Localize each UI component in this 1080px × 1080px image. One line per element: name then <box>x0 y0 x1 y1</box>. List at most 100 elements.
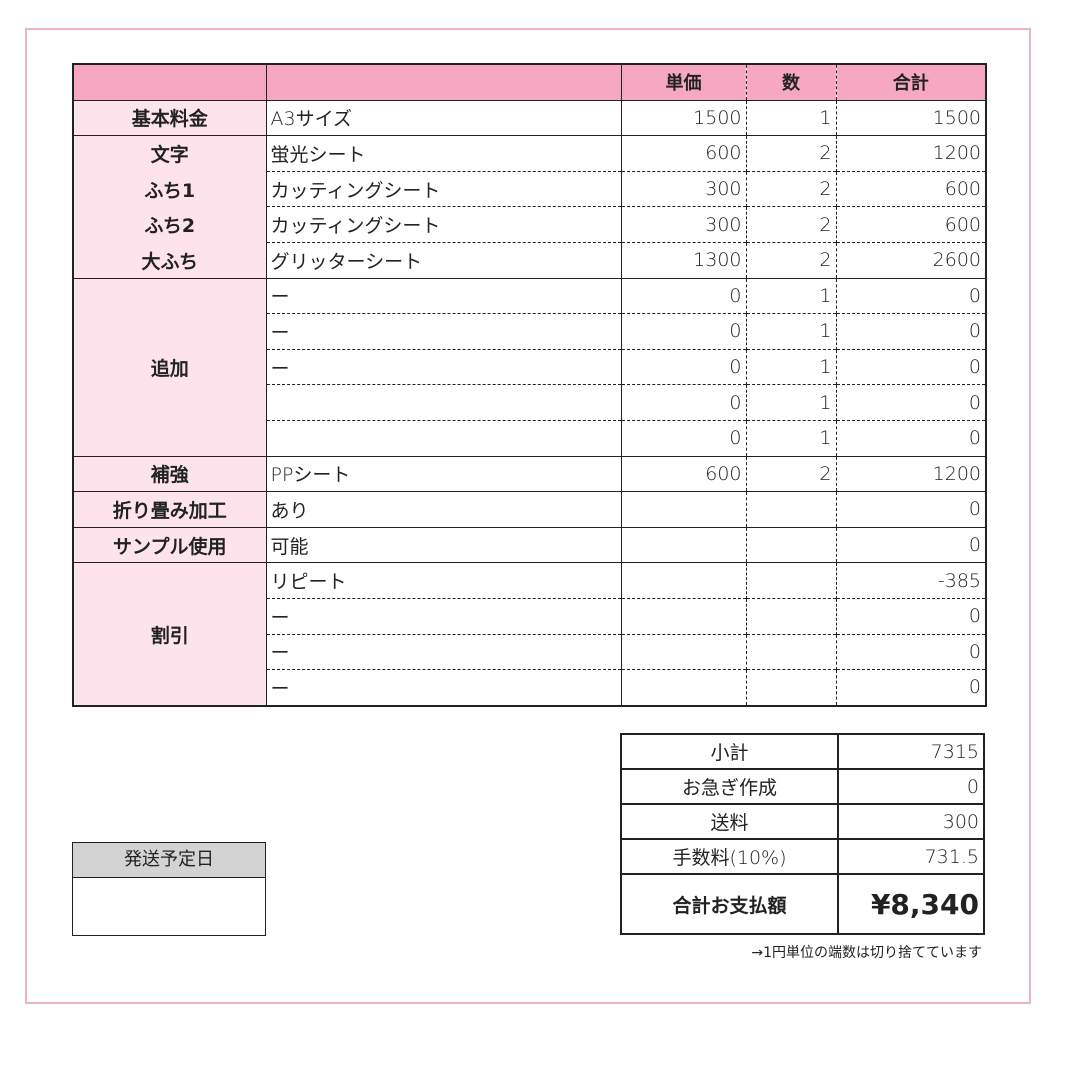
quantity: 1 <box>746 419 837 457</box>
table-row: 追加ー 0 1 0 <box>72 277 987 457</box>
item-description: リピート <box>266 562 622 599</box>
quantity <box>746 597 837 634</box>
summary-label: 小計 <box>620 733 839 770</box>
header-price: 単価 <box>621 62 747 101</box>
summary-label: 送料 <box>620 803 839 840</box>
quantity: 2 <box>746 135 837 172</box>
category-label: サンプル使用 <box>72 526 267 563</box>
table-header: 単価 数 合計 <box>72 62 987 101</box>
unit-price <box>621 491 747 528</box>
category-label: 大ふち <box>72 242 267 279</box>
summary-row: 手数料(10%) 731.5 <box>620 838 985 875</box>
quantity <box>746 633 837 670</box>
category-label: ふち1 <box>72 171 267 207</box>
summary-value: 0 <box>837 768 985 805</box>
unit-price: 0 <box>621 348 747 385</box>
line-total: 0 <box>836 597 987 634</box>
header-description <box>266 62 622 101</box>
table-row: 折り畳み加工 あり 0 <box>72 491 987 528</box>
summary-label: お急ぎ作成 <box>620 768 839 805</box>
summary-value: 300 <box>837 803 985 840</box>
unit-price <box>621 526 747 563</box>
line-total: 0 <box>836 419 987 457</box>
item-description <box>266 419 622 457</box>
estimate-table: 単価 数 合計 基本料金 A3サイズ 1500 1 1500 文字 蛍光シート 600 2 120… <box>72 62 987 707</box>
line-total: 0 <box>836 348 987 385</box>
category-label: 基本料金 <box>72 99 267 136</box>
table-row: 基本料金 A3サイズ 1500 1 1500 <box>72 99 987 136</box>
item-description: カッティングシート <box>266 206 622 243</box>
summary-row: お急ぎ作成 0 <box>620 768 985 805</box>
shipping-date-value[interactable] <box>73 878 265 934</box>
summary-table: 小計 7315 お急ぎ作成 0 送料 300 手数料(10%) 731.5 合計お支払額 ¥8,3… <box>620 733 985 935</box>
category-label: 文字 <box>72 135 267 172</box>
page-frame <box>25 28 1031 1004</box>
summary-label: 合計お支払額 <box>620 873 839 935</box>
line-total: 1500 <box>836 99 987 136</box>
header-category <box>72 62 267 101</box>
unit-price: 300 <box>621 206 747 243</box>
line-total: 2600 <box>836 241 987 279</box>
item-description: カッティングシート <box>266 170 622 207</box>
table-row: 大ふち グリッターシート 1300 2 2600 <box>72 241 987 279</box>
line-total: 0 <box>836 526 987 563</box>
category-label: 折り畳み加工 <box>72 491 267 528</box>
item-description: PPシート <box>266 455 622 492</box>
quantity: 2 <box>746 206 837 243</box>
quantity: 1 <box>746 384 837 421</box>
unit-price: 1300 <box>621 241 747 279</box>
item-description <box>266 384 622 421</box>
item-description: 可能 <box>266 526 622 563</box>
rounding-note: →1円単位の端数は切り捨てています <box>751 945 982 961</box>
summary-value: 7315 <box>837 733 985 770</box>
item-description: ー <box>266 348 622 385</box>
summary-value: 731.5 <box>837 838 985 875</box>
quantity <box>746 562 837 599</box>
quantity: 1 <box>746 277 837 314</box>
item-description: ー <box>266 597 622 634</box>
header-total: 合計 <box>836 62 987 101</box>
unit-price: 600 <box>621 455 747 492</box>
quantity: 2 <box>746 241 837 279</box>
line-total: 0 <box>836 313 987 350</box>
item-description: 蛍光シート <box>266 135 622 172</box>
line-total: 0 <box>836 277 987 314</box>
line-total: 600 <box>836 170 987 207</box>
unit-price <box>621 669 747 707</box>
unit-price: 0 <box>621 384 747 421</box>
category-label: 補強 <box>72 455 267 492</box>
line-total: 0 <box>836 384 987 421</box>
item-description: A3サイズ <box>266 99 622 136</box>
header-qty: 数 <box>746 62 837 101</box>
summary-row: 送料 300 <box>620 803 985 840</box>
unit-price <box>621 562 747 599</box>
line-total: 1200 <box>836 135 987 172</box>
summary-label: 手数料(10%) <box>620 838 839 875</box>
unit-price: 0 <box>621 277 747 314</box>
shipping-date-box: 発送予定日 <box>72 842 266 936</box>
quantity: 1 <box>746 99 837 136</box>
item-description: グリッターシート <box>266 241 622 279</box>
table-row: 文字 蛍光シート 600 2 1200 <box>72 135 987 172</box>
category-label: 割引 <box>72 562 267 707</box>
line-total: 1200 <box>836 455 987 492</box>
summary-row: 小計 7315 <box>620 733 985 770</box>
category-label: 追加 <box>72 277 267 457</box>
quantity: 2 <box>746 455 837 492</box>
table-row: ふち1 カッティングシート 300 2 600 <box>72 170 987 207</box>
line-total: 0 <box>836 669 987 707</box>
item-description: ー <box>266 313 622 350</box>
quantity: 1 <box>746 348 837 385</box>
quantity: 2 <box>746 170 837 207</box>
unit-price: 0 <box>621 313 747 350</box>
unit-price: 600 <box>621 135 747 172</box>
table-row: サンプル使用 可能 0 <box>72 526 987 563</box>
quantity <box>746 669 837 707</box>
line-total: -385 <box>836 562 987 599</box>
unit-price <box>621 597 747 634</box>
